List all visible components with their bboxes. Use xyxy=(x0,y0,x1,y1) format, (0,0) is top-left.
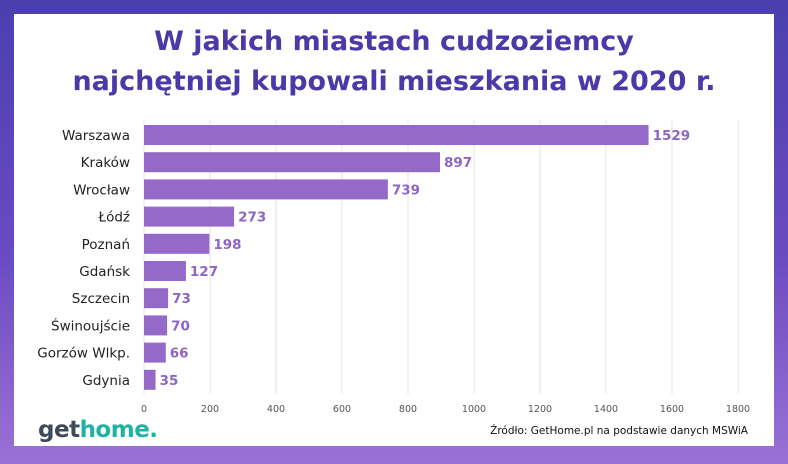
chart-card: W jakich miastach cudzoziemcy najchętnie… xyxy=(14,14,774,446)
chart-title-line-2: najchętniej kupowali mieszkania w 2020 r… xyxy=(72,66,716,97)
gethome-logo: gethome. xyxy=(38,417,158,443)
bar xyxy=(144,261,186,281)
x-tick-label: 1400 xyxy=(594,404,618,415)
bar xyxy=(144,179,388,200)
category-label: Łódź xyxy=(97,210,130,226)
value-label: 127 xyxy=(190,264,218,280)
bar xyxy=(144,342,166,363)
category-label: Szczecin xyxy=(72,291,130,307)
value-label: 273 xyxy=(238,210,266,226)
x-tick-label: 1800 xyxy=(726,404,750,415)
bar xyxy=(144,125,649,145)
chart-title: W jakich miastach cudzoziemcy najchętnie… xyxy=(14,22,774,102)
value-labels: 1529 897 739 273 198 127 73 70 66 35 xyxy=(160,128,691,389)
bar xyxy=(144,152,441,173)
value-label: 35 xyxy=(160,373,179,389)
category-label: Gdynia xyxy=(82,373,130,389)
bar xyxy=(144,288,169,309)
x-tick-label: 200 xyxy=(201,404,219,415)
source-note: Źródło: GetHome.pl na podstawie danych M… xyxy=(490,425,748,437)
value-label: 70 xyxy=(171,318,190,334)
category-label: Gorzów Wlkp. xyxy=(37,346,130,362)
bar xyxy=(144,206,235,227)
category-label: Gdańsk xyxy=(79,264,130,280)
category-label: Świnoujście xyxy=(51,316,130,334)
category-label: Warszawa xyxy=(62,128,130,144)
value-label: 73 xyxy=(172,291,191,307)
value-label: 66 xyxy=(170,346,189,362)
x-tick-label: 1600 xyxy=(660,404,684,415)
x-axis-tick-labels: 0 200 400 600 800 1000 1200 1400 1600 1800 xyxy=(141,404,750,415)
bar xyxy=(144,369,156,390)
x-tick-label: 600 xyxy=(333,404,351,415)
x-tick-label: 0 xyxy=(141,404,147,415)
chart-title-line-1: W jakich miastach cudzoziemcy xyxy=(154,26,634,57)
x-tick-label: 800 xyxy=(399,404,417,415)
value-label: 198 xyxy=(213,237,241,253)
bar xyxy=(144,233,210,254)
x-tick-label: 1000 xyxy=(462,404,486,415)
bar-chart: Warszawa Kraków Wrocław Łódź Poznań Gdańsk Szc… xyxy=(37,120,750,415)
value-label: 739 xyxy=(392,182,420,198)
category-label: Wrocław xyxy=(73,182,130,198)
value-label: 897 xyxy=(444,155,472,171)
value-label: 1529 xyxy=(653,128,691,144)
bars xyxy=(144,125,649,390)
x-tick-label: 1200 xyxy=(528,404,552,415)
category-label: Kraków xyxy=(81,155,130,171)
x-tick-label: 400 xyxy=(267,404,285,415)
logo-get: get xyxy=(38,417,80,443)
category-label: Poznań xyxy=(82,237,130,253)
logo-home: home. xyxy=(79,417,158,443)
category-labels: Warszawa Kraków Wrocław Łódź Poznań Gdańsk Szc… xyxy=(37,128,130,389)
bar xyxy=(144,315,168,336)
